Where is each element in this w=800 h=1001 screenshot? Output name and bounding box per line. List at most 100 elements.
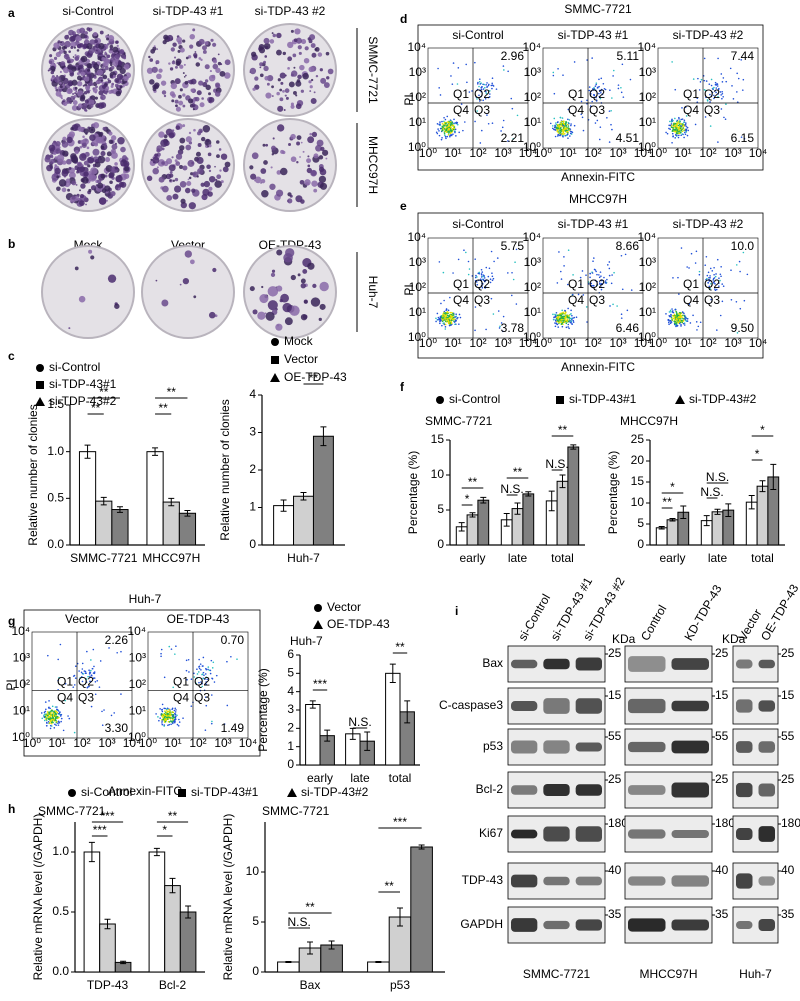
y-tick-label: 10¹ — [639, 305, 656, 319]
event-dot — [161, 722, 163, 724]
colony — [86, 63, 92, 69]
event-dot — [673, 313, 676, 316]
colony — [79, 64, 84, 69]
event-dot — [612, 69, 615, 72]
colony — [313, 188, 318, 193]
event-dot — [708, 83, 711, 85]
event-dot — [467, 273, 470, 276]
colony — [252, 309, 258, 315]
colony — [192, 28, 196, 32]
event-dot — [464, 121, 466, 123]
event-dot — [667, 321, 670, 324]
event-dot — [44, 710, 47, 713]
marker-label: 15 — [781, 688, 795, 702]
event-dot — [558, 130, 561, 132]
event-dot — [50, 711, 52, 714]
event-dot — [47, 654, 49, 657]
significance-label: * — [670, 480, 675, 494]
event-cloud — [552, 249, 633, 330]
quadrant-label: Q1 — [683, 87, 699, 101]
band — [671, 658, 709, 670]
event-dot — [680, 118, 683, 121]
colony — [79, 200, 85, 206]
significance-label: *** — [393, 815, 407, 829]
colony — [263, 37, 270, 44]
colony — [194, 96, 200, 102]
band — [543, 876, 570, 886]
event-dot — [620, 317, 623, 319]
y-tick-label: 10⁰ — [638, 140, 656, 154]
event-dot — [552, 74, 555, 77]
event-dot — [598, 78, 600, 81]
colony — [254, 176, 262, 184]
event-dot — [454, 131, 456, 134]
event-dot — [674, 308, 677, 311]
event-dot — [679, 122, 682, 125]
event-dot — [49, 724, 52, 727]
colony — [50, 79, 53, 82]
colony — [168, 62, 171, 65]
event-dot — [560, 129, 563, 131]
event-dot — [57, 679, 59, 682]
band — [758, 659, 775, 669]
colony — [183, 76, 186, 78]
event-dot — [79, 676, 82, 679]
colony — [188, 176, 192, 180]
event-dot — [721, 283, 724, 285]
event-dot — [449, 314, 452, 317]
colony — [208, 186, 213, 191]
colony — [211, 74, 216, 79]
colony — [216, 174, 222, 180]
event-dot — [563, 312, 566, 315]
event-dot — [451, 121, 453, 124]
colony — [71, 180, 77, 186]
event-dot — [731, 85, 733, 87]
legend-marker — [675, 395, 685, 404]
event-dot — [600, 88, 603, 91]
event-dot — [161, 710, 164, 713]
colony — [254, 179, 256, 182]
event-dot — [561, 318, 564, 321]
event-dot — [436, 123, 439, 125]
event-dot — [45, 719, 48, 721]
colony — [98, 197, 107, 205]
colony — [179, 64, 184, 69]
event-dot — [454, 128, 457, 131]
colony — [259, 294, 269, 304]
event-dot — [568, 119, 571, 121]
event-dot — [684, 106, 687, 109]
quadrant-label: Q1 — [568, 87, 584, 101]
event-dot — [203, 674, 205, 677]
colony — [151, 66, 158, 73]
event-dot — [709, 101, 711, 103]
colony — [192, 108, 195, 111]
quadrant-label: Q3 — [704, 293, 720, 307]
event-dot — [676, 125, 678, 128]
column-header: si-TDP-43 #2 — [673, 217, 744, 231]
event-dot — [717, 88, 720, 91]
colony — [71, 79, 78, 86]
colony — [95, 85, 98, 89]
event-dot — [580, 100, 583, 103]
colony — [89, 134, 96, 141]
colony — [199, 102, 205, 108]
colony — [276, 124, 285, 132]
event-dot — [453, 318, 456, 320]
y-tick-label: 0 — [249, 537, 256, 551]
event-dot — [554, 129, 557, 131]
event-dot — [670, 123, 673, 125]
event-dot — [675, 133, 677, 136]
colony — [156, 166, 159, 169]
colony — [44, 156, 51, 163]
event-dot — [516, 114, 519, 117]
colony — [110, 75, 113, 79]
x-tick-label: 10³ — [494, 336, 511, 350]
event-dot — [617, 84, 620, 86]
event-dot — [444, 323, 447, 326]
event-dot — [492, 85, 495, 87]
colony — [102, 84, 106, 89]
event-dot — [49, 722, 51, 725]
colony — [80, 33, 86, 39]
event-dot — [717, 95, 719, 98]
event-dot — [668, 311, 671, 313]
